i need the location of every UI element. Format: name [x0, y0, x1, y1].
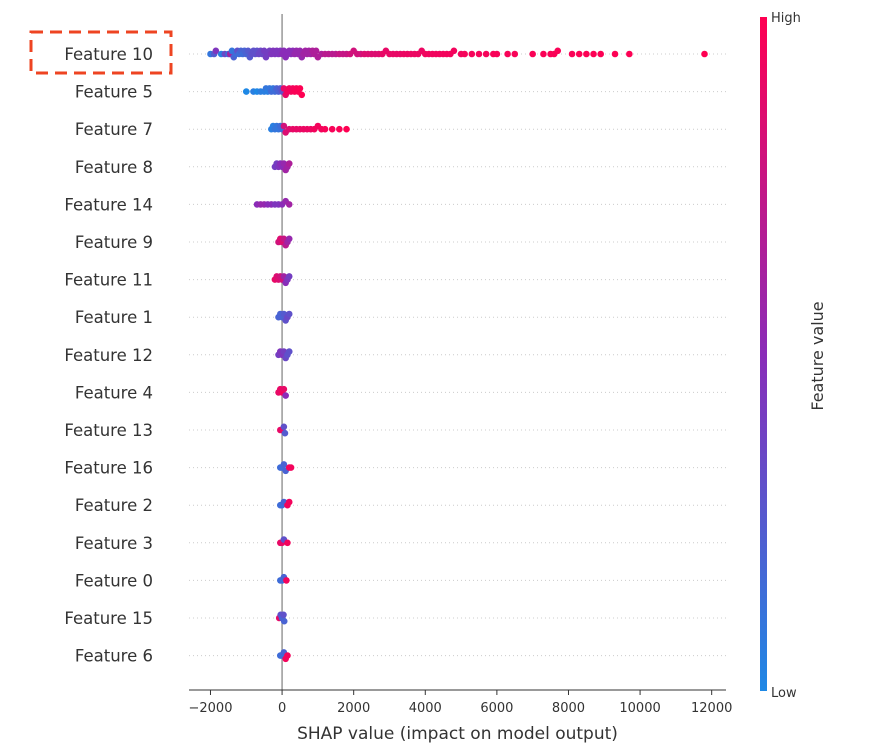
shap-point: [287, 464, 295, 471]
feature-label: Feature 8: [75, 158, 153, 177]
shap-point: [626, 50, 633, 58]
shap-point: [701, 50, 708, 58]
shap-point: [468, 50, 476, 58]
x-tick-label: 4000: [409, 701, 442, 716]
shap-point: [280, 461, 288, 468]
x-axis-title: SHAP value (impact on model output): [297, 724, 618, 744]
shap-point: [575, 50, 583, 58]
feature-label: Feature 2: [75, 496, 153, 515]
shap-point: [280, 385, 288, 393]
shap-point: [328, 125, 336, 133]
colorbar-low-label: Low: [771, 686, 797, 701]
x-tick-label: 0: [278, 701, 286, 716]
shap-point: [511, 50, 519, 58]
x-tick-label: 6000: [480, 701, 513, 716]
shap-point: [296, 85, 304, 92]
colorbar-title: Feature value: [808, 301, 827, 410]
feature-label: Feature 14: [64, 195, 153, 214]
shap-point: [285, 201, 293, 208]
row-gridlines: [189, 53, 726, 657]
feature-label: Feature 16: [64, 459, 153, 478]
shap-point: [283, 577, 290, 584]
shap-point: [280, 611, 287, 619]
shap-point: [284, 652, 291, 659]
shap-point: [529, 50, 536, 58]
x-tick-label: −2000: [188, 701, 232, 716]
shap-point: [285, 235, 293, 243]
shap-point: [597, 50, 604, 58]
shap-point: [284, 539, 291, 547]
shap-point: [242, 88, 250, 95]
feature-label: Feature 11: [64, 271, 153, 290]
shap-point: [611, 50, 619, 58]
colorbar-high-label: High: [771, 11, 801, 26]
shap-point: [540, 50, 547, 58]
colorbar: [760, 17, 767, 691]
shap-point: [298, 91, 306, 99]
shap-point: [482, 50, 490, 58]
feature-label: Feature 6: [75, 647, 153, 666]
shap-point: [504, 50, 511, 58]
shap-point: [583, 50, 590, 58]
shap-points: [207, 47, 708, 663]
feature-label: Feature 4: [75, 383, 153, 402]
shap-point: [282, 392, 289, 399]
highlight-box: [29, 30, 173, 75]
feature-label: Feature 9: [75, 233, 153, 252]
feature-label: Feature 7: [75, 120, 153, 139]
shap-point: [285, 160, 293, 167]
x-tick-label: 10000: [619, 701, 660, 716]
shap-point: [285, 498, 293, 506]
x-tick-label: 8000: [552, 701, 585, 716]
shap-point: [312, 47, 320, 55]
shap-point: [285, 348, 293, 355]
feature-label: Feature 0: [75, 571, 153, 590]
shap-point: [281, 429, 289, 437]
shap-point: [280, 122, 288, 130]
shap-point: [475, 50, 483, 58]
shap-point: [461, 50, 468, 58]
feature-labels: Feature 10 Feature 5 Feature 7 Feature 8 Fea…: [64, 45, 153, 666]
x-axis-ticks: −2000 0 2000 4000 6000 8000 10000 12000: [188, 690, 732, 716]
feature-label: Feature 10: [64, 45, 153, 64]
shap-point: [493, 50, 501, 58]
shap-point: [321, 125, 329, 133]
feature-label: Feature 13: [64, 421, 153, 440]
feature-label: Feature 15: [64, 609, 153, 628]
shap-point: [285, 273, 293, 280]
shap-point: [590, 50, 597, 58]
shap-point: [285, 310, 293, 318]
shap-point: [280, 423, 288, 431]
feature-label: Feature 12: [64, 346, 153, 365]
shap-point: [450, 47, 458, 55]
shap-point: [280, 617, 288, 625]
shap-point: [554, 47, 562, 55]
feature-label: Feature 1: [75, 308, 153, 327]
shap-point: [212, 47, 220, 55]
x-tick-label: 12000: [691, 701, 732, 716]
shap-point: [568, 50, 576, 58]
shap-point: [336, 125, 343, 133]
shap-point: [343, 125, 350, 133]
feature-label: Feature 5: [75, 83, 153, 102]
x-tick-label: 2000: [337, 701, 370, 716]
feature-label: Feature 3: [75, 534, 153, 553]
